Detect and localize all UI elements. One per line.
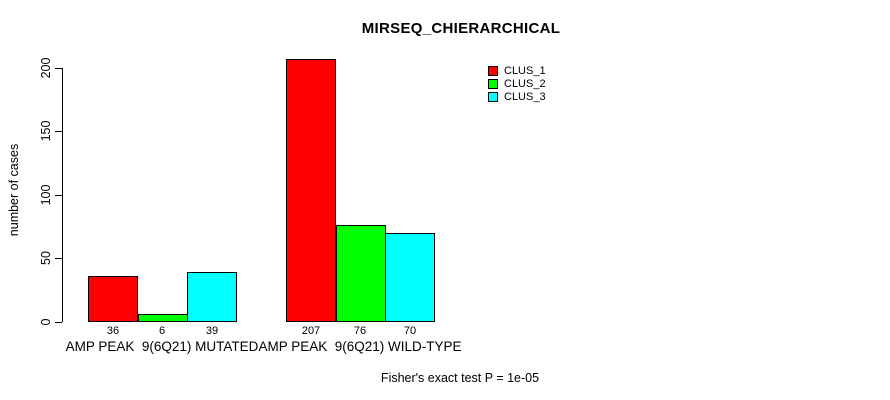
annotation-text: Fisher's exact test P = 1e-05 [380,371,540,385]
bar-value-label: 207 [301,325,321,337]
legend-swatch-clus_1 [488,65,498,76]
legend-swatch-clus_2 [488,78,498,89]
bar-value-label: 39 [205,325,219,337]
bar-clus_1-group2 [286,59,336,322]
y-tick-mark [55,195,62,196]
y-tick-label: 0 [39,318,53,326]
y-tick-mark [55,131,62,132]
legend-swatch-clus_3 [488,91,498,102]
bar-clus_3-group1 [187,272,237,322]
bar-value-label: 6 [158,325,166,337]
group-label: AMP PEAK 9(6Q21) MUTATED [65,339,259,354]
legend-label: CLUS_1 [504,64,546,77]
legend-item-clus_2: CLUS_2 [488,77,546,90]
y-tick-mark [55,258,62,259]
bar-value-label: 70 [403,325,417,337]
bar-clus_2-group2 [336,225,386,322]
bar-clus_3-group2 [385,233,435,322]
bar-clus_1-group1 [88,276,138,322]
y-tick-label: 200 [39,57,53,79]
bar-value-label: 36 [106,325,120,337]
legend-item-clus_1: CLUS_1 [488,64,546,77]
y-tick-label: 150 [39,120,53,142]
group-label: AMP PEAK 9(6Q21) WILD-TYPE [258,339,462,354]
legend-label: CLUS_2 [504,77,546,90]
y-tick-label: 50 [39,251,53,265]
legend-item-clus_3: CLUS_3 [488,90,546,103]
legend-label: CLUS_3 [504,90,546,103]
y-tick-mark [55,322,62,323]
legend: CLUS_1 CLUS_2 CLUS_3 [488,64,546,103]
bar-value-label: 76 [353,325,367,337]
y-tick-label: 100 [39,184,53,206]
y-axis-label: number of cases [7,143,21,237]
y-axis-line [62,68,63,322]
chart-title: MIRSEQ_CHIERARCHICAL [361,20,561,37]
y-tick-mark [55,68,62,69]
bar-clus_2-group1 [138,314,188,322]
